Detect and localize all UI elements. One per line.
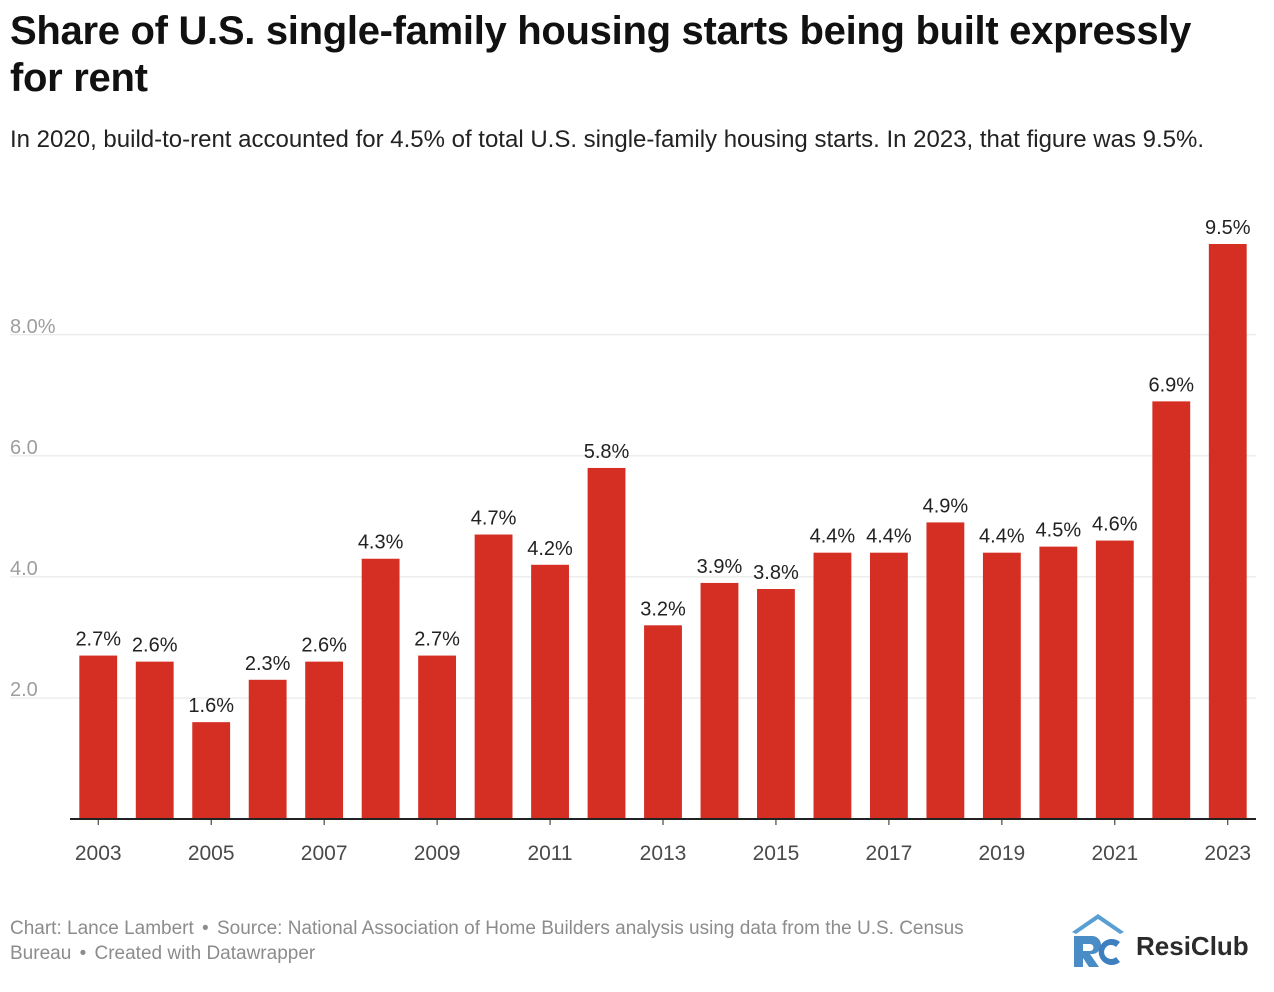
bar — [1095, 540, 1134, 819]
x-tick-label: 2005 — [188, 842, 235, 865]
bar — [757, 589, 795, 819]
x-axis-ticks: 2003 2005 2007 2009 2011 2013 2015 2017 2019 2021… — [75, 819, 1251, 865]
bar-value-label: 4.5% — [1036, 520, 1082, 542]
bar-chart: 2.04.06.08.0% 2.7% 2.6%1.6%2.3%2.6%4.3%2.… — [10, 217, 1256, 865]
x-tick-label: 2009 — [414, 842, 461, 865]
bar-value-label: 3.9% — [697, 556, 743, 578]
bar — [418, 655, 457, 819]
bar — [361, 558, 400, 819]
bar — [305, 661, 344, 819]
bar-value-label: 2.7% — [75, 629, 121, 651]
x-tick-label: 2013 — [640, 842, 687, 865]
chart-source: Source: National Association of Home Bui… — [10, 918, 964, 964]
x-tick-label: 2017 — [866, 842, 913, 865]
bars — [79, 244, 1247, 819]
bar-value-label: 4.7% — [471, 508, 517, 530]
bar-value-label: 1.6% — [188, 695, 234, 717]
bar-value-label: 4.4% — [979, 526, 1025, 548]
chart-title: Share of U.S. single-family housing star… — [10, 9, 1192, 100]
bar — [248, 679, 287, 819]
bar-value-label: 4.2% — [527, 538, 573, 560]
bar-value-label: 3.8% — [753, 562, 799, 584]
bar-value-label: 2.7% — [414, 629, 460, 651]
resiclub-logo: ResiClub — [1068, 912, 1268, 972]
footer-separator: • — [79, 943, 87, 964]
x-tick-label: 2023 — [1204, 842, 1251, 865]
bar-value-label: 2.6% — [132, 635, 178, 657]
bar-value-label: 4.9% — [923, 495, 969, 517]
y-tick-label: 4.0 — [10, 558, 38, 580]
bar-value-label: 4.6% — [1092, 514, 1138, 536]
y-axis-ticks: 2.0 4.0 6.0 8.0% — [10, 316, 56, 701]
bar — [813, 552, 852, 819]
bar-value-label: 9.5% — [1205, 217, 1251, 239]
chart-credit: Chart: Lance Lambert — [10, 918, 194, 939]
x-tick-label: 2015 — [753, 842, 800, 865]
bar — [587, 467, 626, 819]
bar — [135, 661, 174, 819]
bar — [644, 625, 682, 819]
bar — [79, 655, 118, 819]
x-tick-label: 2011 — [527, 842, 572, 865]
bar — [1039, 546, 1078, 819]
resiclub-logo-icon — [1072, 914, 1124, 967]
chart-footer: Chart: Lance Lambert • Source: National … — [10, 916, 1010, 966]
resiclub-logo-text: ResiClub — [1136, 931, 1249, 961]
x-tick-label: 2003 — [75, 842, 122, 865]
y-tick-label: 6.0 — [10, 437, 38, 459]
x-tick-label: 2019 — [978, 842, 1025, 865]
bar-value-label: 2.6% — [301, 635, 347, 657]
bar — [531, 564, 569, 819]
y-tick-label: 8.0% — [10, 316, 56, 338]
chart-subtitle: In 2020, build-to-rent accounted for 4.5… — [10, 126, 1204, 153]
bar-value-label: 4.4% — [866, 526, 912, 548]
bar-value-label: 4.3% — [358, 532, 404, 554]
bar-value-labels: 2.7% 2.6% 1.6% 2.3% 2.6% 4.3% 2.7% 4.7% 4.2% 5.8%… — [75, 217, 1250, 717]
bar — [192, 722, 231, 819]
bar-value-label: 4.4% — [810, 526, 856, 548]
footer-separator: • — [202, 918, 209, 939]
created-with: Created with Datawrapper — [94, 943, 316, 964]
bar — [474, 534, 513, 819]
y-tick-label: 2.0 — [10, 679, 38, 701]
bar — [869, 552, 908, 819]
x-tick-label: 2021 — [1091, 842, 1138, 865]
bar-value-label: 5.8% — [584, 441, 630, 463]
bar-value-label: 3.2% — [640, 598, 686, 620]
x-tick-label: 2007 — [301, 842, 348, 865]
bar-value-label: 2.3% — [245, 653, 291, 675]
bar — [1152, 401, 1191, 819]
bar-value-label: 6.9% — [1148, 374, 1194, 396]
bar — [1208, 244, 1247, 819]
bar — [982, 552, 1021, 819]
bar — [926, 522, 965, 819]
bar — [700, 582, 739, 819]
